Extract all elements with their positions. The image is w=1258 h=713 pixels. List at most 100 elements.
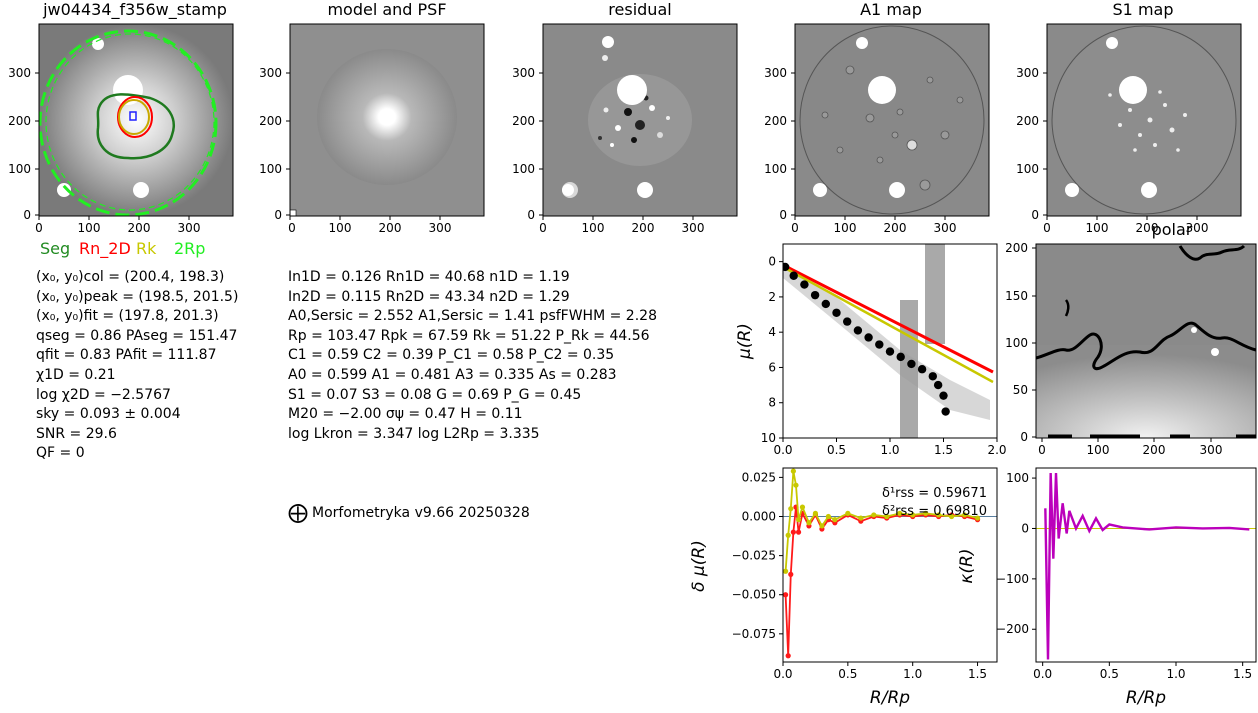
y-tick-label: −0.075	[732, 627, 776, 641]
mask-blob	[617, 75, 647, 105]
polar-contour	[1064, 299, 1070, 317]
mu-fit-2d	[783, 265, 994, 384]
svg-text:0: 0	[1020, 430, 1028, 444]
polar-frame	[1035, 243, 1257, 439]
svg-text:100: 100	[8, 162, 31, 176]
delta-mu-panel: 0.0 0.5 1.0 1.5 0.025 0.000 −0.025 −0.050 −0.075…	[689, 467, 998, 708]
svg-text:300: 300	[429, 221, 452, 235]
mu-point	[843, 317, 852, 326]
a1-title: A1 map	[860, 0, 922, 19]
y-tick-label: −0.025	[732, 549, 776, 563]
delta-mu-series	[783, 468, 981, 659]
svg-text:0: 0	[1031, 208, 1039, 222]
delta-mu-point	[788, 506, 794, 512]
y-tick-label: −200	[996, 622, 1029, 636]
x-tick-label: 2.0	[987, 443, 1006, 457]
y-tick-label: −100	[996, 572, 1029, 586]
mu-point	[875, 340, 884, 349]
delta-mu-point	[793, 482, 799, 488]
y-tick-label: 0	[1021, 521, 1029, 535]
stat-line: qseg = 0.86 PAseg = 151.47	[36, 327, 238, 344]
mu-point	[864, 333, 873, 342]
svg-text:200: 200	[1136, 221, 1159, 235]
svg-text:0: 0	[274, 208, 282, 222]
credit-line: ⨁ Morfometryka v9.66 20250328	[288, 500, 530, 524]
stat-line: C1 = 0.59 C2 = 0.39 P_C1 = 0.58 P_C2 = 0…	[288, 347, 615, 364]
x-tick-label: 0.0	[1033, 667, 1052, 681]
delta-mu-point	[884, 513, 890, 520]
stat-line: In1D = 0.126 Rn1D = 40.68 n1D = 1.19	[288, 269, 570, 285]
residual-x-ticks: 0 100 200 300	[539, 216, 704, 235]
mu-ylabel: μ(R)	[735, 323, 755, 360]
delta-mu-point	[923, 510, 929, 516]
svg-text:100: 100	[1005, 336, 1028, 350]
x-tick-label: 0.5	[838, 667, 857, 681]
stat-line: M20 = −2.00 σψ = 0.47 H = 0.11	[288, 406, 523, 423]
mu-point	[789, 271, 798, 280]
stamp-x-ticks: 0 100 200 300	[35, 216, 200, 235]
mu-point	[907, 359, 916, 369]
y-tick-label: 0.000	[742, 510, 776, 524]
residual-title: residual	[608, 0, 671, 19]
mask-blob	[813, 183, 827, 197]
a1-y-ticks: 0 100 200 300	[764, 66, 795, 222]
segmentation-contour	[96, 93, 175, 160]
stat-line: Rp = 103.47 Rpk = 67.59 Rk = 51.22 P_Rk …	[288, 327, 650, 344]
stat-line: χ1D = 0.21	[36, 366, 116, 383]
svg-text:200: 200	[1005, 241, 1028, 255]
stat-line: (x₀, y₀)peak = (198.5, 201.5)	[36, 288, 239, 305]
residual-panel: residual 0 100 200 300 0 100 200 300	[512, 0, 738, 235]
model-panel: model and PSF 0 100 200 300 0 100 200 30…	[259, 0, 485, 235]
s1-ellipse	[1051, 25, 1237, 215]
svg-text:200: 200	[259, 114, 282, 128]
delta-mu-point	[790, 529, 796, 535]
x-tick-label: 0.0	[773, 443, 792, 457]
legend-seg: Seg	[40, 239, 70, 258]
stat-line: log Lkron = 3.347 log L2Rp = 3.335	[288, 425, 540, 442]
svg-text:100: 100	[1016, 162, 1039, 176]
svg-text:100: 100	[512, 162, 535, 176]
a1-frame	[794, 23, 990, 217]
svg-text:200: 200	[764, 114, 787, 128]
svg-text:300: 300	[259, 66, 282, 80]
legend-2rp: 2Rp	[174, 239, 205, 258]
svg-text:0: 0	[527, 208, 535, 222]
x-tick-label: 1.0	[880, 443, 899, 457]
svg-text:100: 100	[834, 221, 857, 235]
delta-mu-line	[784, 507, 978, 656]
kappa-ticks: 0.0 0.5 1.0 1.5 100 0 −100 −200	[996, 471, 1252, 681]
mu-point	[800, 280, 809, 289]
svg-text:0: 0	[1043, 221, 1051, 235]
delta-mu-point	[785, 653, 791, 659]
mu-ticks: 0.0 0.5 1.0 1.5 2.0 0 2 4 6 8 10	[761, 255, 1007, 457]
stamp-legend: Seg Rn_2D Rk 2Rp	[40, 239, 205, 259]
delta-mu-point	[819, 523, 825, 529]
s1-panel: S1 map 0 100 200 300 0 100 200 300	[1016, 0, 1242, 235]
stat-line: (x₀, y₀)fit = (197.8, 201.3)	[36, 308, 219, 325]
delta-mu-point	[799, 504, 806, 510]
svg-text:150: 150	[1005, 289, 1028, 303]
svg-text:0: 0	[539, 221, 547, 235]
y-tick-label: 8	[768, 396, 776, 410]
model-y-ticks: 0 100 200 300	[259, 66, 290, 222]
stats-left: (x₀, y₀)col = (200.4, 198.3) (x₀, y₀)pea…	[36, 268, 238, 464]
stat-line: In2D = 0.115 Rn2D = 43.34 n2D = 1.29	[288, 288, 570, 305]
svg-text:200: 200	[128, 221, 151, 235]
x-tick-label: 0.0	[773, 667, 792, 681]
svg-text:200: 200	[1143, 443, 1166, 457]
legend-rn2d: Rn_2D	[79, 239, 131, 259]
delta-mu-point	[785, 532, 791, 538]
svg-text:300: 300	[934, 221, 957, 235]
model-galaxy	[317, 49, 457, 185]
mask-blob	[602, 36, 614, 48]
svg-text:100: 100	[329, 221, 352, 235]
y-tick-label: 4	[768, 325, 776, 339]
mu-fit-1d	[783, 263, 994, 374]
residual-y-ticks: 0 100 200 300	[512, 66, 543, 222]
svg-text:200: 200	[379, 221, 402, 235]
delta-mu-point	[788, 571, 794, 577]
polar-panel: polar 0 100 200 300 0 50 100 150 200	[1005, 220, 1257, 457]
stamp-title: jw04434_f356w_stamp	[42, 0, 227, 20]
x-tick-label: 1.5	[1233, 667, 1252, 681]
